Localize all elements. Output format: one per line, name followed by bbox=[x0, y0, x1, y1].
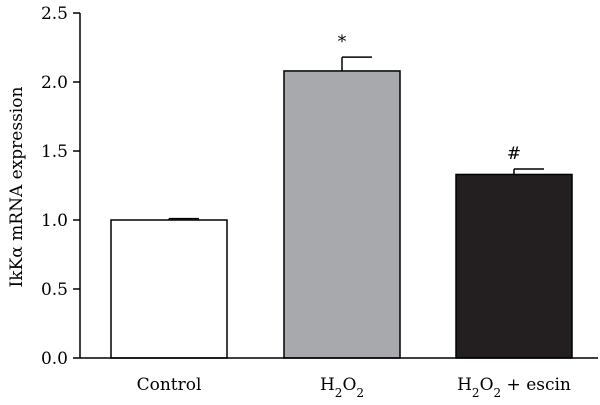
bar bbox=[455, 173, 573, 359]
y-tick-label: 0.0 bbox=[41, 349, 68, 369]
x-tick-label: H2O2 + escin bbox=[457, 375, 571, 400]
significance-marker: # bbox=[507, 144, 521, 164]
y-tick-label: 1.5 bbox=[41, 142, 68, 162]
y-tick-label: 0.5 bbox=[41, 280, 68, 300]
bar bbox=[110, 219, 228, 359]
x-axis: Control H2O2 H2O2 + escin bbox=[80, 357, 598, 400]
y-tick-label: 2.0 bbox=[41, 73, 68, 93]
x-tick-label: H2O2 bbox=[320, 375, 364, 400]
y-axis: 0.0 0.5 1.0 1.5 2.0 2.5 bbox=[41, 4, 81, 369]
y-axis-label: IkKα mRNA expression bbox=[7, 87, 27, 288]
bar bbox=[283, 70, 401, 359]
significance-marker: * bbox=[338, 32, 347, 52]
x-tick-label: Control bbox=[137, 375, 202, 395]
y-tick-label: 2.5 bbox=[41, 4, 68, 24]
y-tick-label: 1.0 bbox=[41, 211, 68, 231]
bars: *# bbox=[110, 32, 573, 359]
